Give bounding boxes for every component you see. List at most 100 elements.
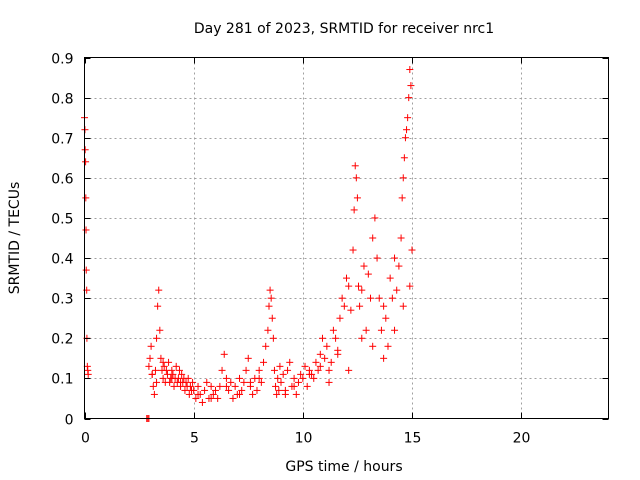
data-point bbox=[238, 386, 246, 394]
data-point bbox=[294, 378, 302, 386]
plot-frame bbox=[84, 57, 609, 419]
data-point bbox=[279, 370, 287, 378]
data-point bbox=[257, 378, 265, 386]
data-point bbox=[229, 394, 237, 402]
data-point bbox=[170, 382, 178, 390]
data-point bbox=[406, 66, 414, 74]
data-point bbox=[175, 366, 183, 374]
data-point bbox=[192, 394, 200, 402]
data-point bbox=[168, 366, 176, 374]
data-point bbox=[214, 394, 222, 402]
data-point bbox=[262, 342, 270, 350]
data-point bbox=[82, 194, 90, 202]
data-point bbox=[316, 350, 324, 358]
data-point bbox=[264, 326, 272, 334]
y-tick-label: 0.6 bbox=[51, 172, 73, 188]
y-tick-label: 0.1 bbox=[51, 372, 73, 388]
data-point bbox=[225, 386, 233, 394]
chart-title: Day 281 of 2023, SRMTID for receiver nrc… bbox=[194, 21, 494, 37]
data-point bbox=[401, 134, 409, 142]
data-point bbox=[347, 306, 355, 314]
data-point bbox=[236, 374, 244, 382]
data-point bbox=[194, 382, 202, 390]
data-point bbox=[178, 370, 186, 378]
data-point bbox=[201, 386, 209, 394]
grid bbox=[84, 57, 609, 419]
data-point bbox=[360, 262, 368, 270]
y-tick-label: 0 bbox=[65, 413, 74, 429]
data-point bbox=[349, 246, 357, 254]
data-point bbox=[310, 374, 318, 382]
data-point bbox=[236, 390, 244, 398]
data-point bbox=[268, 314, 276, 322]
data-point bbox=[265, 302, 273, 310]
data-point bbox=[255, 374, 263, 382]
data-point bbox=[281, 390, 289, 398]
x-tick-label: 0 bbox=[81, 431, 90, 447]
data-point bbox=[314, 366, 322, 374]
data-point bbox=[153, 334, 161, 342]
data-point bbox=[297, 370, 305, 378]
data-point bbox=[246, 378, 254, 386]
data-point bbox=[153, 378, 161, 386]
y-axis-label: SRMTID / TECUs bbox=[7, 182, 23, 295]
data-point bbox=[352, 174, 360, 182]
data-point bbox=[190, 386, 198, 394]
data-point bbox=[405, 94, 413, 102]
data-point bbox=[160, 362, 168, 370]
axis-ticks: 0 0.1 0.2 0.3 0.4 0.5 0.6 0.7 0.8 0.9 0 5 10 15 20 bbox=[51, 52, 609, 447]
data-point bbox=[276, 362, 284, 370]
x-tick-label: 10 bbox=[295, 431, 313, 447]
data-point bbox=[244, 354, 252, 362]
data-point bbox=[362, 326, 370, 334]
data-point bbox=[177, 378, 185, 386]
data-point bbox=[398, 194, 406, 202]
data-point bbox=[222, 374, 230, 382]
data-point bbox=[391, 326, 399, 334]
data-point bbox=[373, 254, 381, 262]
data-point bbox=[157, 354, 165, 362]
data-point bbox=[384, 342, 392, 350]
data-point bbox=[203, 378, 211, 386]
data-point bbox=[227, 378, 235, 386]
data-point bbox=[375, 294, 383, 302]
data-point bbox=[340, 302, 348, 310]
data-point bbox=[386, 274, 394, 282]
data-point bbox=[327, 358, 335, 366]
data-point bbox=[148, 370, 156, 378]
data-point bbox=[260, 358, 268, 366]
data-point bbox=[369, 342, 377, 350]
data-point bbox=[364, 270, 372, 278]
data-point bbox=[255, 366, 263, 374]
data-point bbox=[155, 286, 163, 294]
x-tick-label: 20 bbox=[513, 431, 531, 447]
data-point bbox=[404, 114, 412, 122]
data-point bbox=[149, 382, 157, 390]
data-point bbox=[84, 370, 92, 378]
x-axis-label: GPS time / hours bbox=[285, 459, 402, 475]
data-point bbox=[240, 378, 248, 386]
data-point bbox=[207, 382, 215, 390]
data-point bbox=[323, 342, 331, 350]
data-point bbox=[159, 358, 167, 366]
data-point bbox=[181, 386, 189, 394]
data-point bbox=[286, 358, 294, 366]
data-point bbox=[393, 286, 401, 294]
data-point bbox=[169, 370, 177, 378]
data-point bbox=[275, 386, 283, 394]
data-point bbox=[150, 390, 158, 398]
data-point bbox=[358, 334, 366, 342]
data-point bbox=[209, 390, 217, 398]
data-point bbox=[343, 274, 350, 282]
data-point bbox=[270, 366, 278, 374]
data-point bbox=[371, 214, 379, 222]
data-point bbox=[267, 294, 275, 302]
data-point bbox=[397, 234, 405, 242]
y-tick-label: 0.5 bbox=[51, 212, 73, 228]
data-point bbox=[194, 390, 202, 398]
data-point bbox=[249, 390, 257, 398]
data-point bbox=[290, 374, 298, 382]
data-point bbox=[147, 342, 155, 350]
data-point bbox=[272, 382, 280, 390]
